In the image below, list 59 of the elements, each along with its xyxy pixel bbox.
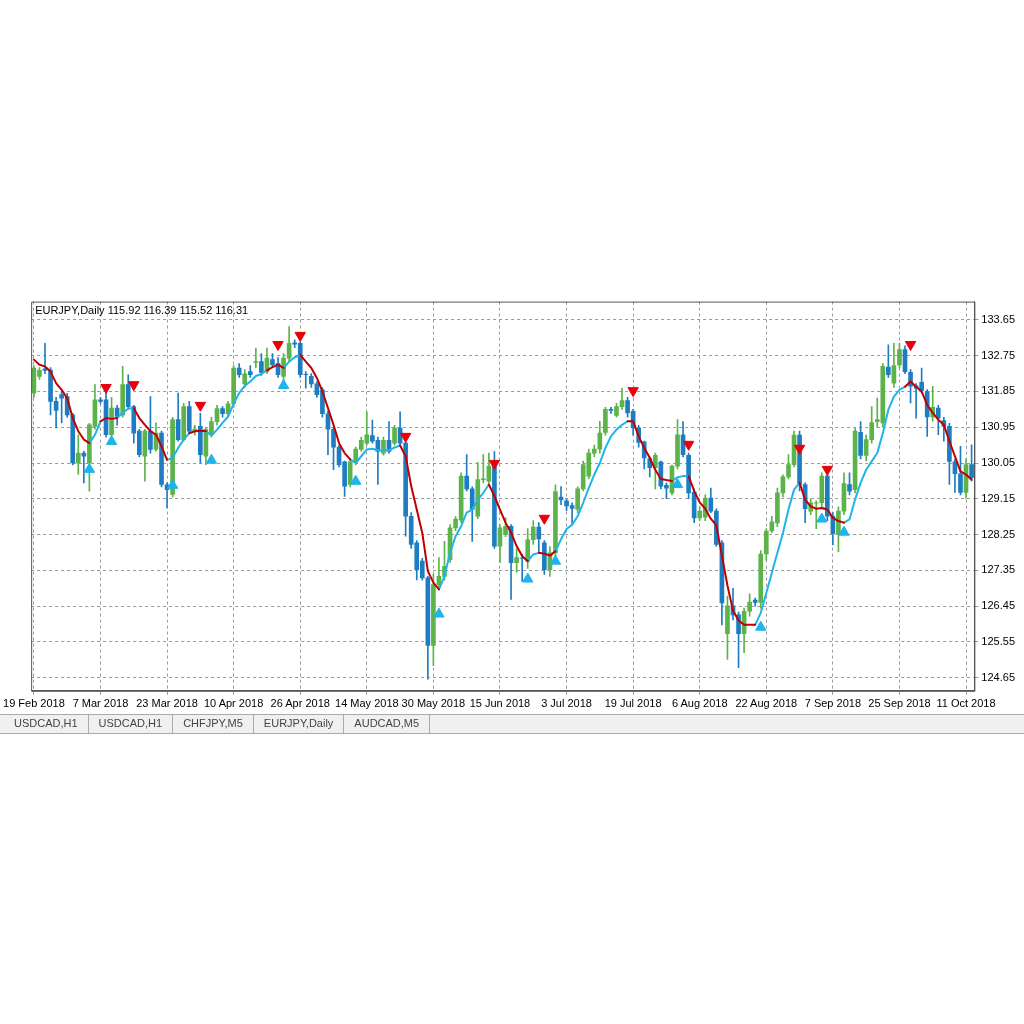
- x-tick-label: 10 Apr 2018: [203, 697, 264, 710]
- y-tick-label: 132.75: [981, 348, 1016, 361]
- x-tick-label: 14 May 2018: [335, 697, 399, 710]
- y-tick-label: 125.55: [981, 634, 1016, 647]
- point: [166, 478, 179, 489]
- x-tick-label: 25 Sep 2018: [868, 697, 931, 710]
- point: [816, 512, 828, 523]
- text: EURJPY,Daily: [253, 715, 345, 733]
- point: [100, 383, 112, 394]
- y-tick-label: 130.05: [981, 456, 1016, 469]
- point: [105, 435, 118, 446]
- x-tick-label: 23 Mar 2018: [136, 697, 198, 710]
- x-tick-label: 11 Oct 2018: [936, 697, 996, 710]
- point: [205, 453, 218, 464]
- point: [83, 462, 96, 473]
- x-tick-label: 19 Jul 2018: [604, 697, 662, 710]
- point: [294, 331, 306, 342]
- x-tick-label: 15 Jun 2018: [469, 697, 531, 710]
- x-tick-label: 7 Mar 2018: [72, 697, 129, 710]
- y-tick-label: 126.45: [981, 599, 1016, 612]
- x-tick-label: 3 Jul 2018: [541, 697, 592, 710]
- candlestick: [75, 434, 81, 475]
- point: [522, 572, 534, 583]
- point: [399, 432, 412, 443]
- y-tick-label: 127.35: [981, 563, 1016, 576]
- point: [350, 474, 362, 485]
- chart-title: EURJPY,Daily 115.92 116.39 115.52 116.31: [35, 304, 249, 317]
- y-tick-label: 133.65: [981, 312, 1016, 325]
- point: [755, 620, 767, 631]
- x-tick-label: 26 Apr 2018: [270, 697, 330, 710]
- text: USDCAD,H1: [4, 715, 89, 733]
- point: [272, 341, 284, 352]
- point: [488, 459, 501, 470]
- text: USDCAD,H1: [88, 715, 174, 733]
- x-tick-label: 7 Sep 2018: [804, 697, 862, 710]
- point: [904, 341, 917, 352]
- x-tick-label: 30 May 2018: [401, 697, 466, 710]
- y-tick-label: 131.85: [981, 384, 1016, 397]
- candlestick: [253, 347, 259, 368]
- x-tick-label: 22 Aug 2018: [735, 697, 798, 710]
- y-tick-label: 129.15: [981, 491, 1016, 504]
- point: [128, 381, 140, 392]
- x-tick-label: 19 Feb 2018: [3, 697, 65, 710]
- text: AUDCAD,M5: [344, 715, 431, 733]
- point: [793, 444, 806, 455]
- point: [194, 401, 207, 412]
- text: CHFJPY,M5: [173, 715, 254, 733]
- point: [627, 387, 639, 398]
- y-tick-label: 128.25: [981, 527, 1016, 540]
- y-tick-label: 130.95: [981, 420, 1016, 433]
- point: [838, 525, 850, 536]
- y-tick-label: 124.65: [981, 670, 1016, 683]
- point: [821, 465, 834, 476]
- x-tick-label: 6 Aug 2018: [671, 697, 728, 710]
- point: [682, 440, 695, 451]
- candlestick: [42, 343, 48, 374]
- point: [433, 607, 445, 618]
- point: [549, 554, 562, 565]
- point: [671, 477, 684, 488]
